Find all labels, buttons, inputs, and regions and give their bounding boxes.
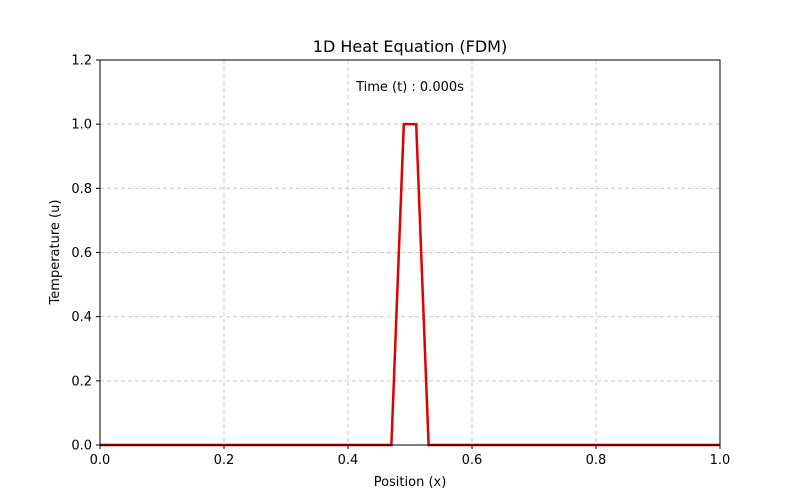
y-tick-label: 0.2	[71, 374, 92, 389]
x-axis-title: Position (x)	[374, 475, 447, 490]
y-tick-label: 0.6	[71, 246, 92, 261]
x-tick-label: 0.6	[462, 453, 483, 468]
temperature-series-line	[100, 122, 720, 447]
chart-title: 1D Heat Equation (FDM)	[313, 37, 507, 56]
grid	[99, 59, 721, 446]
x-tick-label: 0.4	[338, 453, 359, 468]
y-axis-title: Temperature (u)	[48, 200, 63, 306]
y-tick-label: 1.2	[71, 54, 92, 69]
x-tick-label: 0.8	[586, 453, 607, 468]
y-tick-label: 0.8	[71, 182, 92, 197]
x-tick-label: 0.0	[90, 453, 111, 468]
y-tick-label: 1.0	[71, 118, 92, 133]
ticks: 0.0 0.2 0.4 0.6 0.8 1.0 0.0 0.2 0.4 0.6 0.8 1.0 1.2	[71, 54, 730, 469]
y-tick-label: 0.0	[71, 439, 92, 454]
x-tick-label: 1.0	[710, 453, 731, 468]
x-tick-label: 0.2	[214, 453, 235, 468]
series-layer	[100, 122, 720, 447]
time-annotation: Time (t) : 0.000s	[355, 80, 464, 95]
y-tick-label: 0.4	[71, 310, 92, 325]
